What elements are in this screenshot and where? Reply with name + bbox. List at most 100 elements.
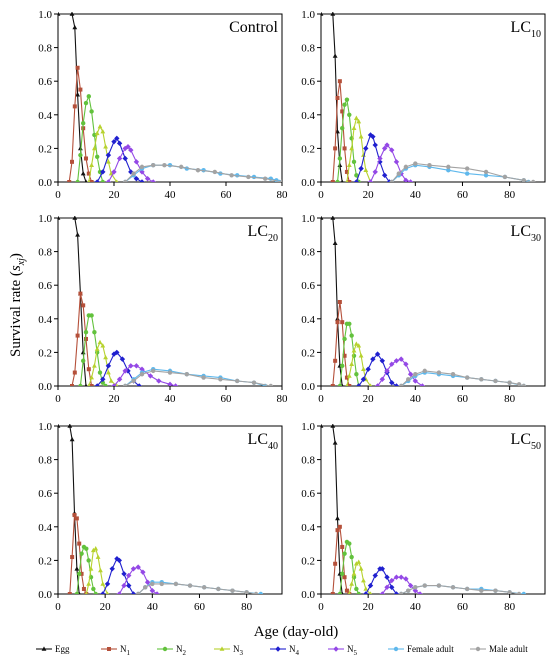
data-point-male: [479, 377, 484, 382]
data-point-n5: [128, 363, 134, 369]
data-point-n3: [115, 179, 119, 182]
data-point-n2: [86, 94, 92, 99]
data-point-egg: [58, 424, 61, 428]
x-tick-label: 40: [410, 393, 422, 405]
data-point-n2: [335, 179, 340, 182]
data-point-n1: [344, 375, 349, 380]
data-point-n5: [412, 378, 419, 384]
series-group: [321, 216, 526, 386]
x-tick-label: 0: [55, 393, 61, 405]
x-axis-title: Age (day-old): [254, 624, 339, 640]
data-point-male: [436, 370, 442, 375]
legend-item-egg: Egg: [36, 644, 70, 654]
y-tick-label: 0.8: [301, 247, 315, 259]
data-point-male: [151, 368, 156, 374]
data-point-egg: [75, 92, 80, 97]
data-point-n2: [356, 591, 361, 594]
data-point-egg: [84, 179, 88, 182]
series-egg: [58, 12, 88, 182]
series-group: [58, 216, 273, 386]
plot-frame: [57, 13, 283, 183]
data-point-n3: [93, 546, 99, 551]
x-tick-label: 60: [457, 393, 469, 405]
data-point-n5: [367, 179, 374, 182]
panel-title: LC30: [511, 223, 541, 244]
x-tick-label: 0: [318, 189, 324, 201]
data-point-n2: [77, 571, 82, 577]
data-point-n5: [130, 566, 137, 572]
data-point-n1: [347, 384, 352, 386]
data-point-n4: [358, 165, 364, 172]
data-point-male: [483, 169, 489, 175]
data-point-n5: [393, 574, 400, 580]
series-n5: [374, 356, 426, 386]
data-point-n1: [340, 320, 345, 325]
data-point-n2: [91, 586, 96, 592]
data-point-n2: [103, 383, 108, 386]
series-female: [123, 367, 268, 386]
data-point-male: [450, 372, 456, 377]
data-point-n5: [393, 358, 400, 364]
data-point-egg: [80, 171, 86, 176]
x-tick-label: 0: [55, 189, 61, 201]
data-point-male: [268, 383, 273, 386]
data-point-male: [123, 383, 128, 386]
data-point-n1: [72, 104, 77, 109]
data-point-male: [230, 588, 235, 593]
series-line-egg: [321, 217, 343, 386]
data-point-male: [406, 588, 411, 593]
data-point-n3: [358, 134, 364, 139]
data-point-n1: [344, 169, 349, 174]
data-point-male: [413, 161, 418, 166]
data-point-n3: [97, 339, 103, 345]
data-point-n2: [75, 179, 80, 182]
x-tick-label: 0: [318, 601, 324, 613]
panel-title-main: LC: [511, 19, 531, 36]
data-point-n4: [114, 349, 120, 356]
data-point-n5: [150, 179, 156, 182]
series-male: [398, 368, 526, 386]
data-point-n2: [342, 102, 347, 107]
data-point-n1: [333, 561, 338, 566]
legend-item-n4: N4: [270, 644, 300, 657]
data-point-n5: [379, 376, 386, 382]
data-point-male: [235, 378, 240, 384]
series-n3: [87, 339, 119, 386]
data-point-n1: [79, 571, 84, 576]
y-tick-label: 0.0: [301, 589, 315, 601]
x-tick-label: 40: [410, 189, 422, 201]
data-point-n1: [340, 544, 345, 549]
data-point-n2: [344, 97, 350, 102]
data-point-egg: [335, 515, 340, 521]
data-point-n1: [342, 353, 347, 358]
data-point-n2: [337, 383, 343, 386]
y-tick-label: 0.6: [301, 488, 315, 500]
series-group: [58, 424, 263, 594]
x-tick-label: 40: [165, 393, 177, 405]
series-line-n3: [88, 125, 118, 182]
data-point-n1: [333, 358, 338, 363]
data-point-n4: [370, 133, 376, 140]
data-point-male: [139, 164, 145, 170]
panel-title-main: Control: [229, 19, 278, 36]
series-line-n1: [69, 513, 87, 594]
data-point-n4: [100, 591, 106, 594]
panel-title-main: LC: [511, 223, 531, 240]
legend-label-subscript: 1: [127, 649, 131, 657]
series-n3: [347, 559, 372, 594]
data-point-male: [479, 588, 484, 593]
data-point-male: [263, 176, 268, 181]
y-axis-title: Survival rate (sxj): [8, 253, 27, 357]
data-point-male: [516, 382, 522, 386]
x-tick-label: 0: [318, 393, 324, 405]
data-point-male: [139, 372, 145, 377]
panel-title-main: LC: [511, 431, 531, 448]
data-point-n5: [389, 361, 395, 367]
x-tick-label: 40: [410, 601, 422, 613]
data-point-male: [218, 377, 223, 382]
y-tick-label: 0.6: [38, 488, 52, 500]
data-point-n5: [381, 145, 388, 152]
data-point-n5: [167, 381, 173, 386]
data-point-n1: [89, 180, 94, 182]
series-egg: [321, 424, 344, 594]
